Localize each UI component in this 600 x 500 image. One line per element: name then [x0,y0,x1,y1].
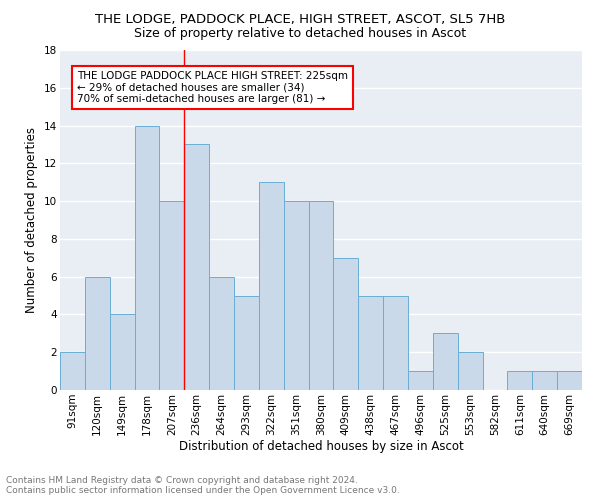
Bar [508,371,532,390]
Bar [408,371,433,390]
Bar [110,314,134,390]
Bar [184,144,209,390]
Bar [383,296,408,390]
Text: Size of property relative to detached houses in Ascot: Size of property relative to detached ho… [134,28,466,40]
Bar [284,201,308,390]
Text: THE LODGE PADDOCK PLACE HIGH STREET: 225sqm
← 29% of detached houses are smaller: THE LODGE PADDOCK PLACE HIGH STREET: 225… [77,71,348,104]
Text: THE LODGE, PADDOCK PLACE, HIGH STREET, ASCOT, SL5 7HB: THE LODGE, PADDOCK PLACE, HIGH STREET, A… [95,12,505,26]
Y-axis label: Number of detached properties: Number of detached properties [25,127,38,313]
X-axis label: Distribution of detached houses by size in Ascot: Distribution of detached houses by size … [179,440,463,454]
Bar [532,371,557,390]
Bar [358,296,383,390]
Bar [234,296,259,390]
Text: Contains HM Land Registry data © Crown copyright and database right 2024.
Contai: Contains HM Land Registry data © Crown c… [6,476,400,495]
Bar [458,352,482,390]
Bar [134,126,160,390]
Bar [433,334,458,390]
Bar [308,201,334,390]
Bar [557,371,582,390]
Bar [85,276,110,390]
Bar [160,201,184,390]
Bar [209,276,234,390]
Bar [334,258,358,390]
Bar [60,352,85,390]
Bar [259,182,284,390]
